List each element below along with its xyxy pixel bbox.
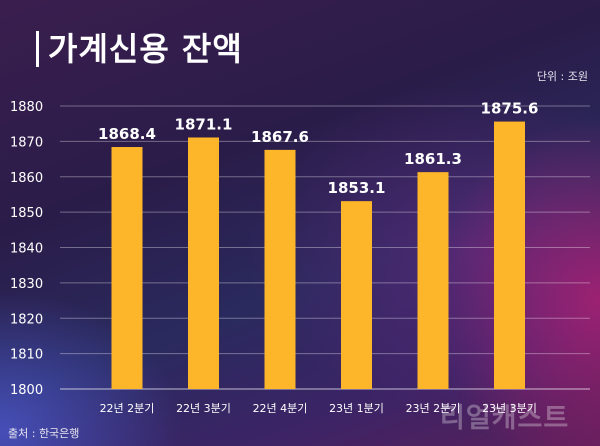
x-tick-label: 23년 1분기	[329, 402, 384, 415]
x-tick-label: 22년 3분기	[176, 402, 231, 415]
y-tick-label: 1850	[10, 206, 43, 221]
x-tick-label: 22년 4분기	[253, 402, 308, 415]
x-tick-label: 23년 2분기	[406, 402, 461, 415]
data-label: 1875.6	[481, 100, 539, 118]
y-tick-label: 1880	[10, 100, 43, 115]
bar	[341, 201, 372, 389]
source-label: 출처 : 한국은행	[8, 427, 80, 440]
bar	[417, 172, 449, 389]
y-tick-label: 1840	[10, 242, 43, 257]
bar	[264, 149, 296, 389]
chart-title: 가계신용 잔액	[48, 30, 243, 68]
y-tick-label: 1810	[10, 348, 43, 363]
y-tick-label: 1870	[10, 135, 43, 150]
title-accent-bar	[36, 31, 39, 67]
bar	[111, 147, 143, 389]
data-label: 1867.6	[251, 128, 309, 146]
x-tick-label: 23년 3분기	[482, 402, 537, 415]
bar	[188, 137, 219, 389]
data-label: 1853.1	[328, 179, 386, 197]
x-tick-label: 22년 2분기	[100, 402, 155, 415]
watermark: 리얼캐스트	[440, 403, 570, 434]
unit-label: 단위 : 조원	[536, 70, 588, 83]
y-tick-label: 1860	[10, 171, 43, 186]
y-tick-label: 1800	[10, 383, 43, 398]
data-label: 1868.4	[98, 125, 156, 143]
bar	[494, 121, 525, 389]
y-tick-label: 1820	[10, 312, 43, 327]
data-label: 1861.3	[404, 150, 462, 168]
y-tick-label: 1830	[10, 277, 43, 292]
data-label: 1871.1	[175, 115, 233, 133]
